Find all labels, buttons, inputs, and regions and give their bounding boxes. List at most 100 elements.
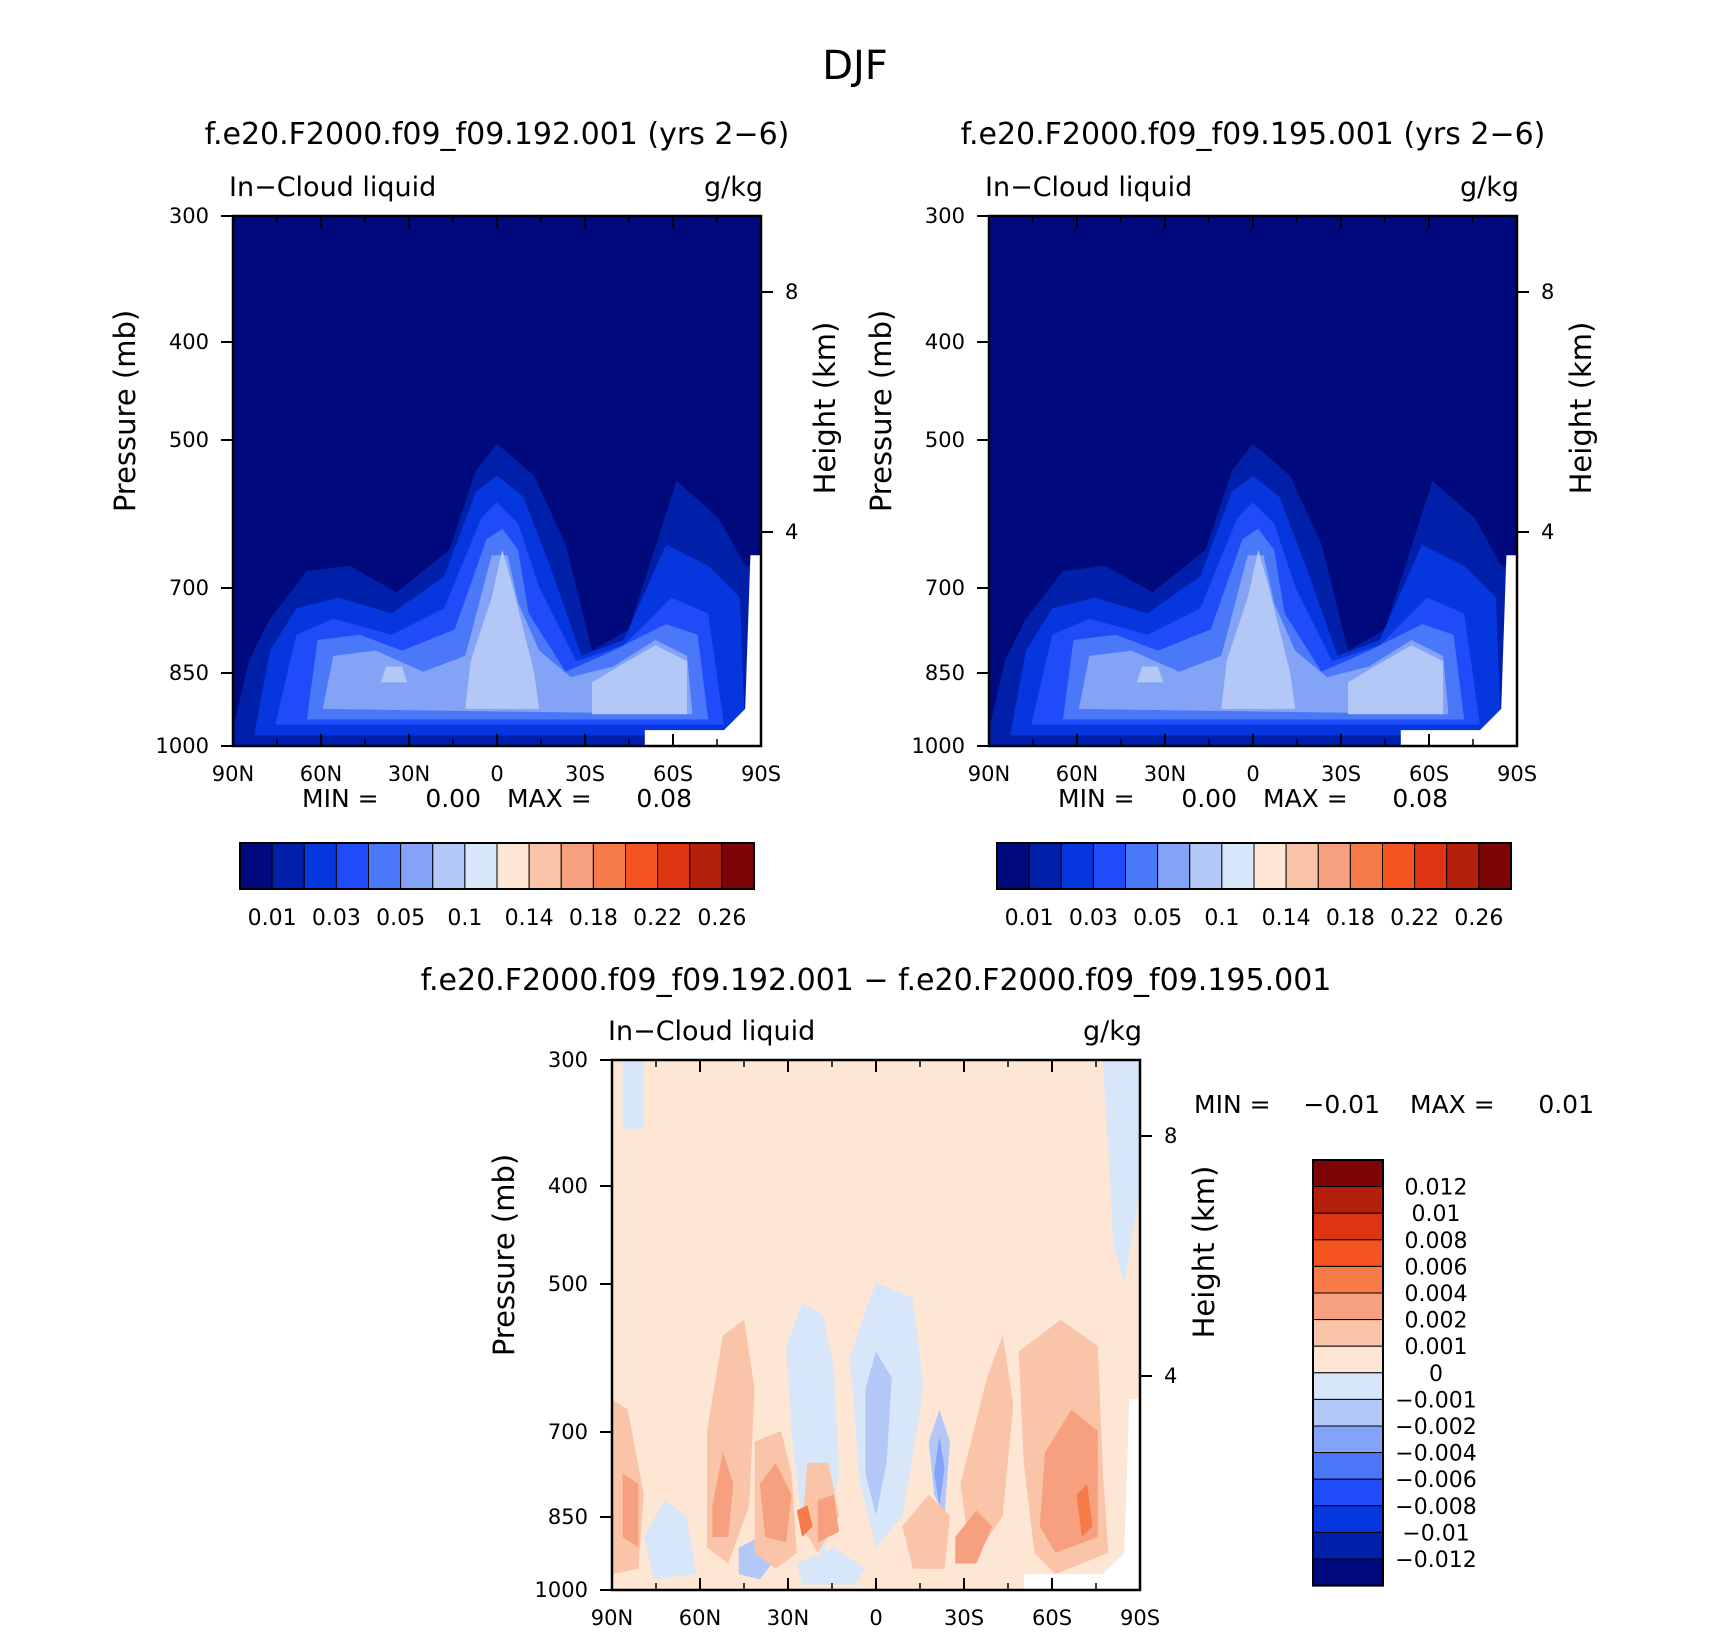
colorbar-box [496, 842, 530, 890]
min-label: MIN = [1194, 1090, 1271, 1119]
colorbar-box [1312, 1159, 1384, 1188]
contour-region-18 [712, 1452, 734, 1537]
y-tick-label: 1000 [535, 1578, 588, 1602]
contour-region-6 [465, 549, 540, 709]
colorbar-box [239, 842, 273, 890]
y-tick-label: 300 [169, 204, 209, 228]
colorbar-frame [239, 842, 755, 890]
y-tick-label: 300 [548, 1048, 588, 1072]
contour-region-16 [960, 1335, 1014, 1564]
colorbar-box [996, 842, 1030, 890]
contour-region-1 [622, 1060, 644, 1129]
colorbar-label: 0.004 [1405, 1282, 1468, 1307]
colorbar-label: 0.01 [1005, 906, 1054, 931]
y-right-axis-title: Height (km) [808, 322, 842, 495]
colorbar-box [1312, 1505, 1384, 1533]
panel-2: f.e20.F2000.f09_f09.195.001 (yrs 2−6) In−… [864, 117, 1598, 931]
colorbar-box [335, 842, 369, 890]
x-tick-label: 0 [490, 762, 503, 786]
contour-region-21 [955, 1510, 993, 1564]
colorbar-box [1312, 1345, 1384, 1374]
colorbar-label: −0.006 [1395, 1468, 1476, 1493]
contour-region-20 [817, 1494, 839, 1543]
variable-label: In−Cloud liquid [608, 1016, 815, 1047]
colorbar-box [1349, 842, 1383, 890]
x-tick-label: 60N [300, 762, 342, 786]
y-tick-label: 400 [548, 1174, 588, 1198]
x-tick-label: 60S [653, 762, 693, 786]
min-value: −0.01 [1303, 1090, 1380, 1119]
y-right-tick-label: 4 [1164, 1364, 1177, 1388]
x-tick-label: 90N [591, 1606, 633, 1630]
colorbar-label: 0.14 [1262, 906, 1311, 931]
colorbar-box [1221, 842, 1255, 890]
y-right-tick-label: 8 [785, 280, 798, 304]
x-tick-label: 30N [1144, 762, 1186, 786]
colorbar-box [1189, 842, 1223, 890]
colorbar-label: −0.008 [1395, 1495, 1476, 1520]
x-tick-label: 60N [1056, 762, 1098, 786]
colorbar-label: 0.05 [376, 906, 425, 931]
max-label: MAX = [507, 784, 592, 813]
colorbar-frame [1312, 1159, 1384, 1587]
colorbar-box [1382, 842, 1416, 890]
colorbar-box [303, 842, 337, 890]
contour-region-19 [759, 1462, 792, 1543]
colorbar-label: −0.002 [1395, 1415, 1476, 1440]
colorbar-box [1478, 842, 1512, 890]
y-tick-label: 700 [925, 576, 965, 600]
variable-label: In−Cloud liquid [229, 172, 436, 203]
colorbar-box [528, 842, 562, 890]
contour-region-7 [1348, 645, 1444, 715]
panel-title: f.e20.F2000.f09_f09.192.001 − f.e20.F200… [421, 963, 1332, 998]
colorbar-label: 0.18 [569, 906, 618, 931]
colorbar-box [1092, 842, 1126, 890]
colorbar-box [721, 842, 755, 890]
colorbar-label: 0.002 [1405, 1309, 1468, 1334]
max-label: MAX = [1263, 784, 1348, 813]
contour-region-6 [1221, 549, 1296, 709]
colorbar-box [592, 842, 626, 890]
colorbar-label: −0.01 [1402, 1521, 1469, 1546]
x-tick-label: 60S [1032, 1606, 1072, 1630]
x-tick-label: 30S [565, 762, 605, 786]
y-right-tick-label: 4 [785, 520, 798, 544]
colorbar-label: 0.22 [633, 906, 682, 931]
contour-region-8 [1136, 666, 1164, 683]
panel-title: f.e20.F2000.f09_f09.195.001 (yrs 2−6) [961, 117, 1546, 152]
colorbar-box [1253, 842, 1287, 890]
x-tick-label: 30S [1321, 762, 1361, 786]
contour-region-7 [592, 645, 688, 715]
y-tick-label: 1000 [912, 734, 965, 758]
contour-region-23 [622, 1473, 639, 1548]
colorbar-box [1125, 842, 1159, 890]
colorbar-box [1060, 842, 1094, 890]
colorbar-box [1312, 1372, 1384, 1400]
colorbar-box [1312, 1265, 1384, 1294]
contour-region-10 [934, 1436, 945, 1506]
colorbar-label: 0.01 [1412, 1202, 1461, 1227]
contour-region-7 [865, 1351, 892, 1516]
panel-1: f.e20.F2000.f09_f09.192.001 (yrs 2−6) In−… [108, 117, 842, 931]
contour-region-15 [902, 1494, 950, 1569]
contour-region-6 [796, 1547, 866, 1585]
colorbar-box [368, 842, 402, 890]
x-tick-label: 90S [1497, 762, 1537, 786]
colorbar-label: 0.1 [1204, 906, 1239, 931]
contour-region-2 [1103, 1060, 1140, 1283]
colorbar-box [464, 842, 498, 890]
colorbar-label: 0.012 [1405, 1176, 1468, 1201]
colorbar-box [1312, 1425, 1384, 1454]
colorbar-box [1446, 842, 1480, 890]
colorbar-label: 0.26 [1454, 906, 1503, 931]
x-tick-label: 90N [968, 762, 1010, 786]
panel-3: f.e20.F2000.f09_f09.192.001 − f.e20.F200… [421, 963, 1594, 1630]
contour-region-25 [1076, 1484, 1093, 1537]
colorbar-box [1312, 1292, 1384, 1321]
missing-data-region [1400, 555, 1517, 746]
colorbar-label: −0.012 [1395, 1548, 1476, 1573]
max-value: 0.08 [1392, 784, 1448, 813]
colorbar-label: 0.18 [1326, 906, 1375, 931]
colorbar-box [1317, 842, 1351, 890]
y-axis-title: Pressure (mb) [487, 1154, 521, 1356]
